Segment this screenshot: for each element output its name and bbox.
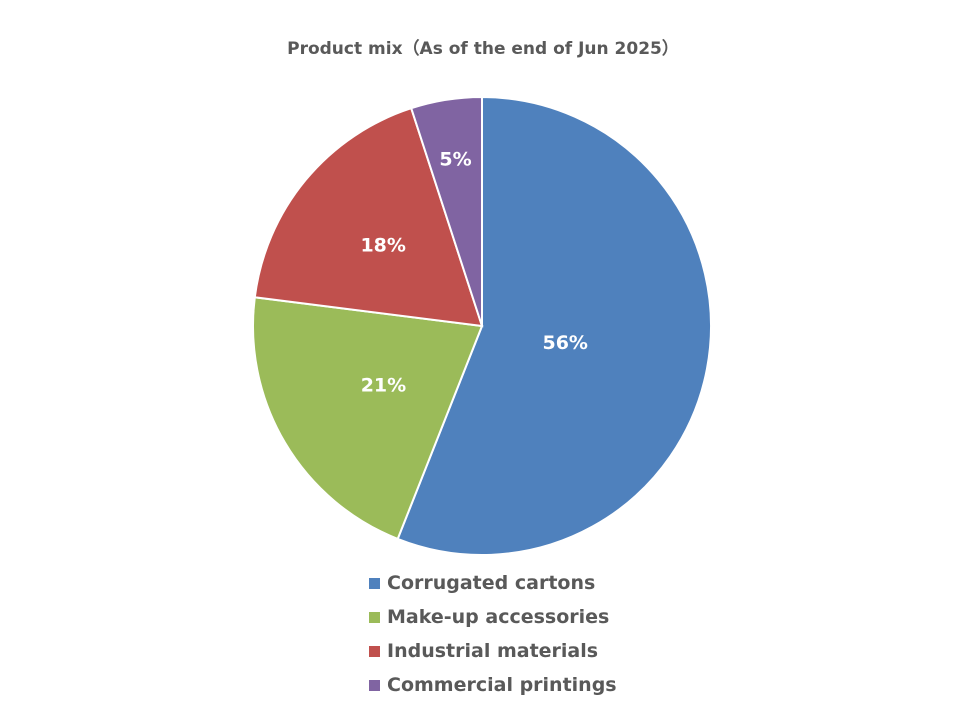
legend-swatch (369, 611, 380, 623)
legend: Corrugated cartons Make-up accessories I… (369, 566, 617, 702)
legend-item-commercial-printings[interactable]: Commercial printings (369, 668, 617, 702)
legend-item-corrugated-cartons[interactable]: Corrugated cartons (369, 566, 617, 600)
legend-item-make-up-accessories[interactable]: Make-up accessories (369, 600, 617, 634)
data-label: 21% (361, 374, 406, 396)
data-label: 18% (360, 234, 405, 256)
pie-slice-industrial-materials[interactable] (253, 106, 484, 328)
pie-slice-make-up-accessories[interactable] (252, 296, 484, 541)
data-label: 5% (439, 149, 471, 171)
legend-label: Make-up accessories (387, 606, 610, 628)
legend-swatch (369, 645, 380, 657)
pie-slice-corrugated-cartons[interactable] (396, 95, 712, 556)
pie-slice-commercial-printings[interactable] (409, 95, 483, 327)
legend-label: Corrugated cartons (387, 572, 596, 594)
legend-swatch (369, 577, 380, 589)
legend-swatch (369, 679, 380, 691)
legend-item-industrial-materials[interactable]: Industrial materials (369, 634, 617, 668)
chart-title: Product mix（As of the end of Jun 2025） (287, 39, 679, 59)
legend-label: Commercial printings (387, 674, 617, 696)
data-label: 56% (542, 332, 587, 354)
legend-label: Industrial materials (387, 640, 599, 662)
